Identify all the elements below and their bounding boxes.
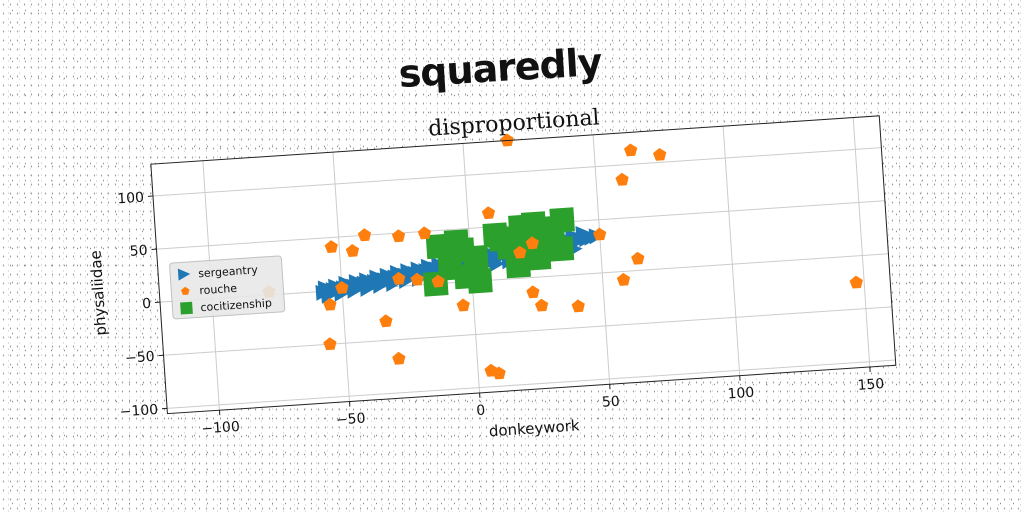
rouche-point bbox=[492, 366, 506, 380]
rouche-point bbox=[391, 229, 406, 243]
rouche-point bbox=[324, 240, 338, 253]
legend-marker-rouche bbox=[180, 286, 190, 295]
rouche-point bbox=[392, 351, 406, 365]
rouche-point bbox=[571, 299, 585, 313]
data-marks bbox=[262, 133, 863, 380]
legend-marker-cocitizenship bbox=[180, 301, 193, 315]
y-grid-line bbox=[152, 147, 882, 197]
x-tick-label: 100 bbox=[727, 385, 755, 403]
sergeantry-point bbox=[385, 275, 402, 292]
rouche-point bbox=[323, 337, 337, 351]
cocitizenship-point bbox=[548, 236, 575, 262]
x-tick-label: −50 bbox=[335, 411, 366, 429]
legend-marker-sergeantry bbox=[177, 268, 191, 281]
axes-frame bbox=[150, 115, 897, 415]
rouche-point bbox=[513, 245, 527, 259]
y-tick-label: 50 bbox=[129, 243, 148, 260]
x-grid-line bbox=[852, 117, 871, 368]
cocitizenship-point bbox=[467, 268, 493, 294]
sergeantry-point bbox=[379, 267, 397, 284]
rouche-point bbox=[335, 281, 349, 294]
x-tick-label: 0 bbox=[476, 403, 486, 420]
x-tick-label: 150 bbox=[857, 376, 885, 394]
y-tick-label: 100 bbox=[117, 190, 145, 208]
rouche-point bbox=[525, 236, 539, 250]
rouche-point bbox=[500, 133, 514, 147]
cocitizenship-point bbox=[525, 245, 552, 271]
rouche-point bbox=[345, 244, 360, 257]
legend-box bbox=[169, 255, 286, 320]
axis-ticks: −100 −50 0 50 100 150 −100 −50 0 50 100 bbox=[117, 190, 885, 438]
sergeantry-point bbox=[400, 263, 417, 280]
x-tick-label: 50 bbox=[601, 394, 620, 411]
rouche-point bbox=[481, 206, 496, 220]
rouche-point bbox=[392, 271, 406, 285]
cocitizenship-point bbox=[505, 252, 531, 279]
x-grid-line bbox=[332, 152, 351, 402]
x-axis-label: donkeywork bbox=[488, 416, 580, 440]
y-axis-label: physaliidae bbox=[86, 250, 110, 336]
y-tick-label: −100 bbox=[119, 402, 158, 421]
y-tick-label: −50 bbox=[125, 349, 156, 367]
x-grid-line bbox=[722, 126, 741, 376]
rouche-point bbox=[616, 272, 631, 286]
x-grid-line bbox=[592, 134, 611, 385]
rouche-point bbox=[410, 272, 424, 286]
series-rouche bbox=[262, 133, 863, 380]
rouche-point bbox=[652, 147, 667, 161]
rouche-point bbox=[631, 251, 645, 265]
rouche-point bbox=[623, 143, 638, 157]
sergeantry-point bbox=[359, 280, 377, 297]
rouche-point bbox=[526, 285, 540, 299]
sergeantry-point bbox=[488, 256, 506, 273]
rouche-point bbox=[849, 275, 863, 289]
rouche-point bbox=[417, 226, 432, 240]
rouche-point bbox=[456, 298, 470, 312]
rouche-point bbox=[357, 228, 372, 242]
sergeantry-point bbox=[372, 277, 389, 294]
legend-label: sergeantry bbox=[198, 263, 259, 280]
legend-label: cocitizenship bbox=[200, 296, 272, 314]
rouche-point bbox=[615, 172, 629, 186]
rouche-point bbox=[431, 274, 445, 288]
y-grid-line bbox=[167, 359, 896, 409]
sergeantry-point bbox=[320, 287, 338, 304]
legend-label: rouche bbox=[199, 282, 238, 297]
cocitizenship-point bbox=[463, 244, 489, 271]
rouche-point bbox=[379, 314, 393, 328]
y-tick-label: 0 bbox=[142, 296, 152, 313]
y-grid-line bbox=[163, 306, 892, 356]
rouche-point bbox=[592, 227, 607, 241]
x-tick-label: −100 bbox=[201, 419, 240, 438]
sergeantry-point bbox=[575, 226, 592, 243]
sergeantry-point bbox=[346, 282, 364, 299]
rouche-point bbox=[534, 298, 549, 312]
rouche-point bbox=[323, 297, 337, 311]
cocitizenship-point bbox=[487, 226, 514, 252]
